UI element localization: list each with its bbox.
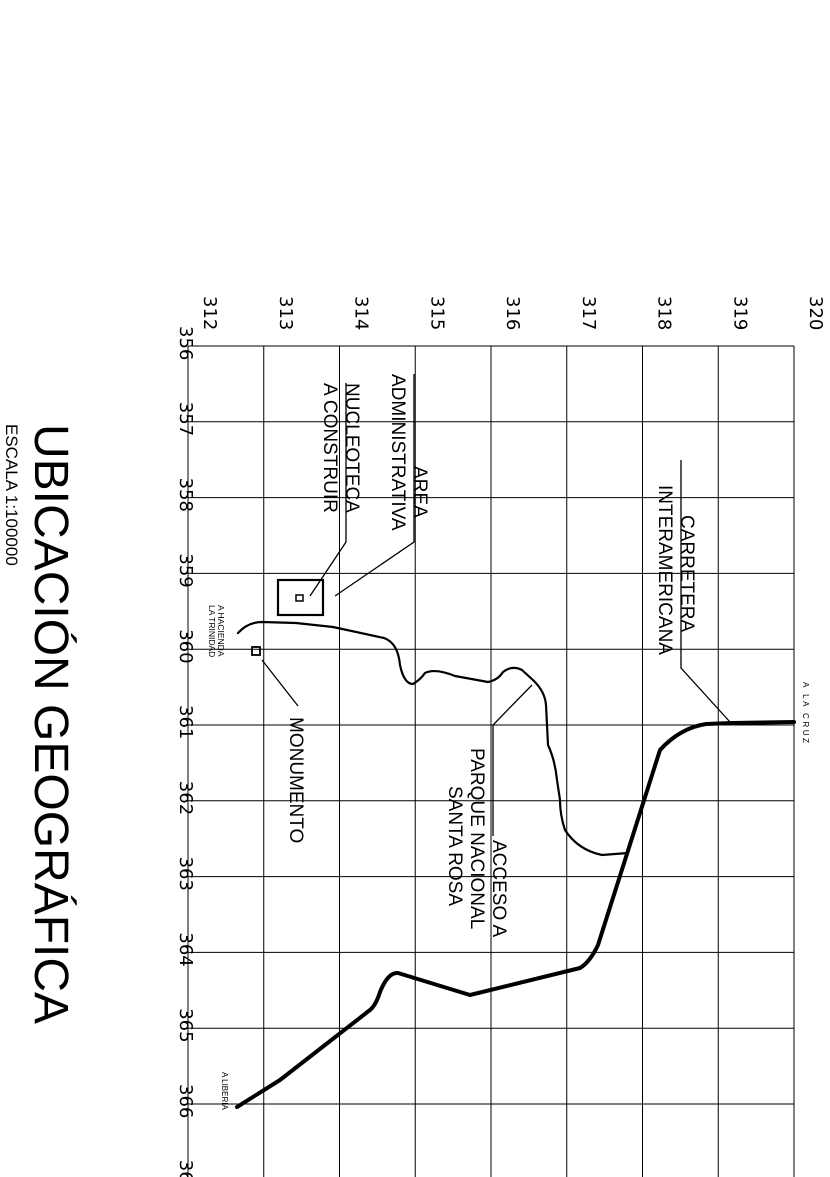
- northing-tick-label: 356: [175, 326, 196, 360]
- northing-tick-label: 365: [175, 1008, 196, 1042]
- acceso-label: ACCESO A PARQUE NACIONAL SANTA ROSA: [444, 748, 509, 941]
- area-administrativa-box: [276, 578, 325, 617]
- la-cruz-label: A LA CRUZ: [801, 682, 810, 745]
- easting-tick-label: 313: [275, 296, 296, 330]
- coordinate-grid: 312 313 314 315 316 317 318 319 320 356 357 358 359 3…: [175, 296, 826, 1177]
- monumento-marker: [251, 646, 261, 656]
- liberia-label: A LIBERIA: [220, 1072, 229, 1110]
- northing-tick-label: 359: [175, 553, 196, 587]
- hacienda-label: A HACIENDA LA TRINIDAD: [207, 605, 226, 658]
- easting-tick-label: 319: [729, 296, 750, 330]
- northing-tick-label: 364: [175, 932, 196, 966]
- northing-tick-label: 363: [175, 857, 196, 891]
- easting-tick-label: 320: [805, 296, 826, 330]
- northing-tick-label: 360: [175, 629, 196, 663]
- northing-tick-label: 362: [175, 781, 196, 815]
- easting-tick-label: 317: [578, 296, 599, 330]
- carretera-label: CARRETERA INTERAMERICANA: [654, 485, 697, 655]
- nucleoteca-label: NUCLEOTECA A CONSTRUIR: [319, 383, 362, 517]
- area-admin-label: AREA ADMINISTRATIVA: [387, 374, 430, 531]
- easting-tick-label: 312: [199, 296, 220, 330]
- easting-tick-label: 316: [502, 296, 523, 330]
- nucleoteca-box: [295, 594, 304, 602]
- map-title: UBICACIÓN GEOGRÁFICA: [24, 424, 78, 1024]
- map-scale: ESCALA 1:100000: [2, 424, 21, 566]
- carretera-interamericana-road: [235, 720, 796, 1109]
- northing-tick-label: 361: [175, 705, 196, 739]
- northing-tick-label: 36: [175, 1160, 196, 1177]
- northing-tick-label: 358: [175, 478, 196, 512]
- acceso-santa-rosa-road: [236, 620, 630, 857]
- acceso-leader-line: [492, 684, 533, 836]
- carretera-leader-line: [680, 460, 731, 723]
- area-admin-leader-line: [334, 374, 415, 597]
- monumento-leader-line: [261, 659, 299, 707]
- easting-tick-label: 315: [426, 296, 447, 330]
- nucleoteca-leader-line: [309, 383, 347, 597]
- monumento-label: MONUMENTO: [285, 717, 306, 843]
- easting-tick-label: 318: [654, 296, 675, 330]
- easting-tick-label: 314: [351, 296, 372, 330]
- northing-tick-label: 366: [175, 1084, 196, 1118]
- northing-tick-label: 357: [175, 402, 196, 436]
